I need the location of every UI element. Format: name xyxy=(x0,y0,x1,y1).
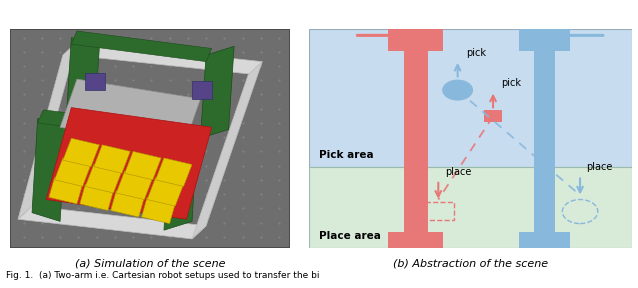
Polygon shape xyxy=(142,197,175,223)
Text: Place area: Place area xyxy=(319,231,381,241)
Polygon shape xyxy=(66,37,100,136)
Bar xyxy=(519,29,570,51)
Bar xyxy=(404,29,428,248)
Text: pick: pick xyxy=(501,78,521,88)
Polygon shape xyxy=(32,119,66,221)
Bar xyxy=(192,81,212,99)
Text: Pick area: Pick area xyxy=(319,150,374,160)
Polygon shape xyxy=(18,42,77,219)
Circle shape xyxy=(442,79,473,101)
Bar xyxy=(484,110,502,122)
Text: Fig. 1.  (a) Two-arm i.e. Cartesian robot setups used to transfer the bi: Fig. 1. (a) Two-arm i.e. Cartesian robot… xyxy=(6,271,320,280)
Polygon shape xyxy=(85,164,122,193)
Polygon shape xyxy=(94,145,130,173)
Bar xyxy=(85,73,105,90)
Text: place: place xyxy=(445,166,471,177)
Polygon shape xyxy=(147,178,184,206)
Bar xyxy=(519,232,570,248)
Text: place: place xyxy=(586,162,613,172)
Polygon shape xyxy=(63,138,100,167)
Polygon shape xyxy=(46,108,212,219)
Polygon shape xyxy=(18,206,206,239)
Polygon shape xyxy=(200,46,234,138)
Polygon shape xyxy=(38,110,175,141)
Bar xyxy=(309,29,632,167)
Polygon shape xyxy=(54,158,91,186)
Polygon shape xyxy=(60,79,200,147)
Polygon shape xyxy=(124,151,161,180)
Text: (a) Simulation of the scene: (a) Simulation of the scene xyxy=(75,259,225,269)
Text: pick: pick xyxy=(466,48,486,58)
Polygon shape xyxy=(49,178,82,204)
Bar xyxy=(534,29,555,248)
Polygon shape xyxy=(71,42,262,75)
Polygon shape xyxy=(192,62,262,239)
Polygon shape xyxy=(80,184,114,211)
Polygon shape xyxy=(156,158,192,186)
Polygon shape xyxy=(164,127,198,230)
Bar xyxy=(309,167,632,248)
Polygon shape xyxy=(116,171,152,200)
Polygon shape xyxy=(110,191,144,217)
Bar xyxy=(389,29,443,51)
Text: (b) Abstraction of the scene: (b) Abstraction of the scene xyxy=(393,259,548,269)
Bar xyxy=(422,202,454,220)
Polygon shape xyxy=(71,31,212,62)
Bar xyxy=(389,232,443,248)
